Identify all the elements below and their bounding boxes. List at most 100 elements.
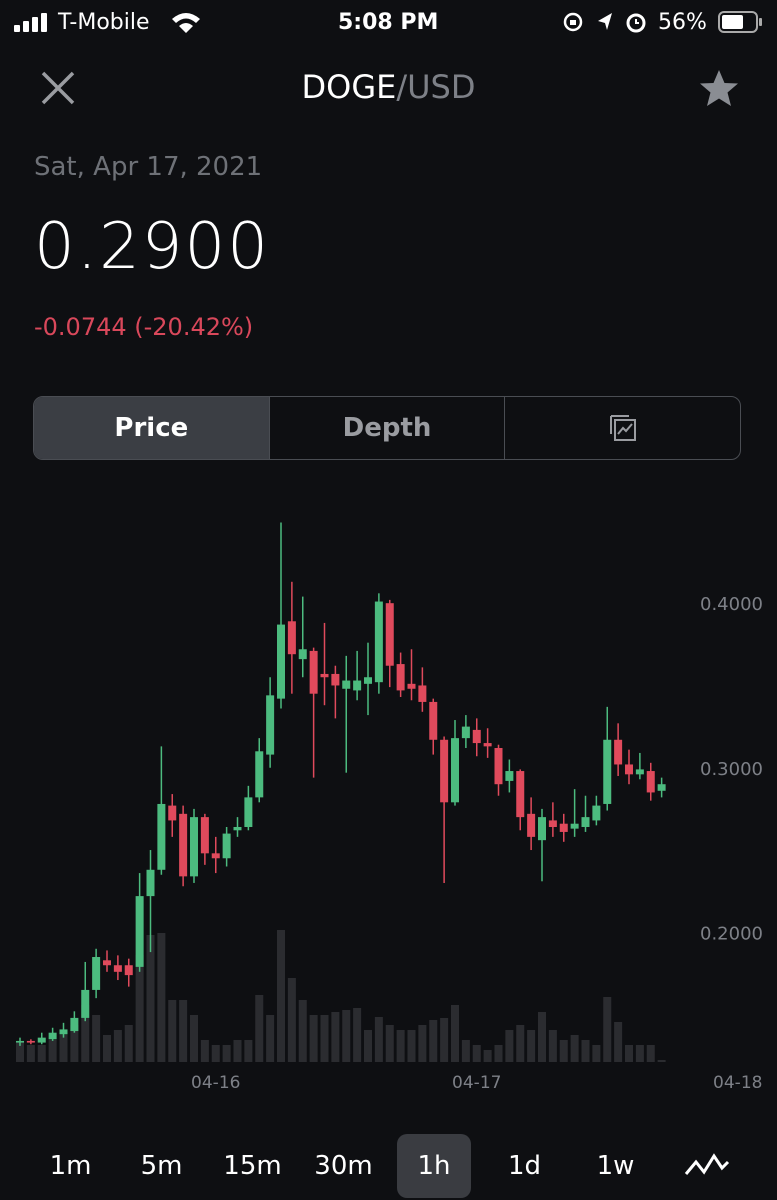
volume-bar <box>603 997 612 1062</box>
candle-body <box>494 748 503 785</box>
candle-body <box>113 965 122 972</box>
candle-body <box>331 673 340 686</box>
volume-bar <box>222 1045 231 1062</box>
candle-body <box>26 1040 35 1043</box>
candle-body <box>603 739 612 804</box>
clock: 5:08 PM <box>338 10 439 35</box>
candle-body <box>70 1017 79 1032</box>
volume-bar <box>146 935 155 1062</box>
volume-bar <box>255 995 264 1062</box>
candle-body <box>200 817 209 854</box>
candle-body <box>124 965 133 976</box>
interval-option[interactable]: 30m <box>314 1151 373 1181</box>
status-icons <box>563 12 646 33</box>
candle-body <box>614 739 623 765</box>
volume-bar <box>16 1042 24 1062</box>
tab-price[interactable]: Price <box>34 397 270 459</box>
candle-body <box>157 803 166 870</box>
volume-bar <box>483 1050 492 1062</box>
y-tick-label: 0.4000 <box>700 594 763 615</box>
candle-body <box>418 685 427 702</box>
volume-bar <box>103 1035 111 1062</box>
candle-body <box>37 1037 46 1043</box>
volume-bar <box>200 1040 209 1062</box>
candle-body <box>483 743 492 747</box>
volume-bar <box>211 1045 220 1062</box>
volume-bar <box>505 1030 514 1062</box>
interval-option[interactable]: 1h <box>397 1134 471 1198</box>
candle-body <box>451 738 459 803</box>
volume-bar <box>429 1020 438 1062</box>
battery-icon <box>718 11 762 33</box>
volume-bar <box>48 1040 57 1062</box>
volume-bar <box>461 1040 470 1062</box>
volume-bar <box>92 1015 101 1062</box>
interval-option[interactable]: 15m <box>223 1151 282 1181</box>
interval-option[interactable]: 5m <box>140 1151 183 1181</box>
volume-bar <box>244 1040 253 1062</box>
candle-body <box>396 664 405 691</box>
candle-body <box>635 769 644 775</box>
last-price: 0.2900 <box>34 210 270 284</box>
candle-body <box>429 701 438 740</box>
candle-body <box>81 989 90 1018</box>
volume-bar <box>592 1045 601 1062</box>
candle-body <box>190 817 198 877</box>
candle-body <box>146 869 155 897</box>
candle-body <box>233 826 242 831</box>
interval-option[interactable]: 1w <box>596 1151 635 1181</box>
candle-body <box>59 1029 68 1035</box>
volume-bar <box>124 1025 133 1062</box>
candle-body <box>353 680 362 691</box>
candle-body <box>527 813 536 837</box>
candle-body <box>592 805 601 821</box>
indicator-icon <box>609 415 636 441</box>
volume-bar <box>266 1015 275 1062</box>
favorite-star[interactable] <box>697 68 741 108</box>
interval-option[interactable]: 1m <box>49 1151 92 1181</box>
y-tick-label: 0.2000 <box>700 923 763 944</box>
candle-body <box>646 771 655 793</box>
close-button[interactable] <box>40 70 76 106</box>
volume-bar <box>548 1030 557 1062</box>
status-bar: T-Mobile 5:08 PM 56% <box>14 10 777 35</box>
date: Sat, Apr 17, 2021 <box>34 152 263 182</box>
volume-bar <box>538 1012 546 1062</box>
volume-bar <box>385 1025 394 1062</box>
candle-body <box>135 896 144 967</box>
volume-bar <box>342 1010 351 1062</box>
candle-body <box>298 649 307 660</box>
candle-body <box>364 677 372 684</box>
battery-level: 56% <box>658 10 707 35</box>
candle-body <box>309 650 318 694</box>
tab-indicators[interactable] <box>505 397 740 459</box>
volume-bar <box>179 1000 188 1062</box>
volume-bar <box>298 1000 307 1062</box>
candle-body <box>16 1040 24 1043</box>
candle-body <box>103 960 111 966</box>
price-change: -0.0744 (-20.42%) <box>34 313 254 341</box>
signal-icon <box>14 13 47 32</box>
volume-bar <box>559 1040 568 1062</box>
chart-tabs: Price Depth <box>33 396 741 460</box>
volume-bar <box>472 1045 481 1062</box>
interval-option[interactable]: 1d <box>507 1151 542 1181</box>
x-tick-label: 04-16 <box>191 1073 240 1093</box>
volume-bar <box>635 1045 644 1062</box>
candle-body <box>461 726 470 739</box>
volume-bar <box>494 1045 503 1062</box>
tab-depth[interactable]: Depth <box>270 397 506 459</box>
volume-bar <box>320 1015 329 1062</box>
candle-body <box>320 673 329 678</box>
chart-style-icon[interactable] <box>684 1150 730 1182</box>
x-tick-label: 04-18 <box>713 1073 762 1093</box>
y-tick-label: 0.3000 <box>700 759 763 780</box>
volume-bar <box>331 1012 340 1062</box>
volume-bar <box>277 930 285 1062</box>
volume-bar <box>287 978 296 1062</box>
volume-bar <box>527 1030 536 1062</box>
volume-bar <box>516 1025 525 1062</box>
volume-bar <box>374 1017 383 1062</box>
candle-body <box>374 601 383 683</box>
candle-body <box>277 624 285 699</box>
